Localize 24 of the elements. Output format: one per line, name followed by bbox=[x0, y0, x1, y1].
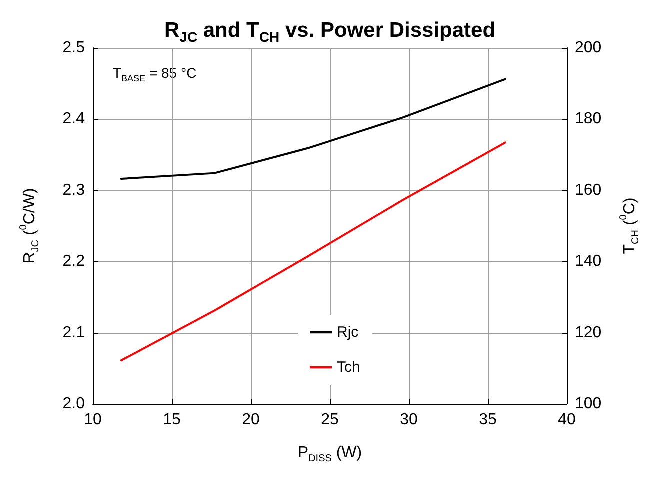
y2-tick-label: 100 bbox=[575, 396, 602, 412]
y-axis-title: RJC (0C/W) bbox=[18, 188, 42, 264]
x-tick-label: 35 bbox=[479, 412, 497, 428]
line-series bbox=[120, 142, 506, 362]
legend-label: Tch bbox=[337, 359, 360, 376]
y2-axis-title: TCH (0C) bbox=[618, 198, 642, 254]
y-tick-label: 2.5 bbox=[62, 40, 86, 56]
y2-tick-label: 180 bbox=[575, 110, 602, 128]
x-tick-label: 25 bbox=[321, 412, 339, 428]
y-tick-label: 2.2 bbox=[62, 253, 86, 270]
x-tick-label: 20 bbox=[242, 412, 260, 428]
x-tick-label: 15 bbox=[163, 412, 181, 428]
y2-tick-label: 160 bbox=[575, 182, 602, 199]
x-tick-label: 30 bbox=[400, 412, 418, 428]
legend-label: Rjc bbox=[337, 324, 360, 341]
y-tick-label: 2.0 bbox=[62, 396, 86, 412]
y2-tick-label: 120 bbox=[575, 324, 602, 342]
y-tick-label: 2.3 bbox=[62, 182, 86, 199]
y-tick-label: 2.4 bbox=[62, 110, 86, 128]
y-tick-label: 2.1 bbox=[62, 324, 86, 342]
y2-tick-label: 200 bbox=[575, 40, 602, 56]
x-tick-label: 10 bbox=[84, 412, 102, 428]
y2-tick-label: 140 bbox=[575, 253, 602, 270]
x-tick-label: 40 bbox=[558, 412, 576, 428]
